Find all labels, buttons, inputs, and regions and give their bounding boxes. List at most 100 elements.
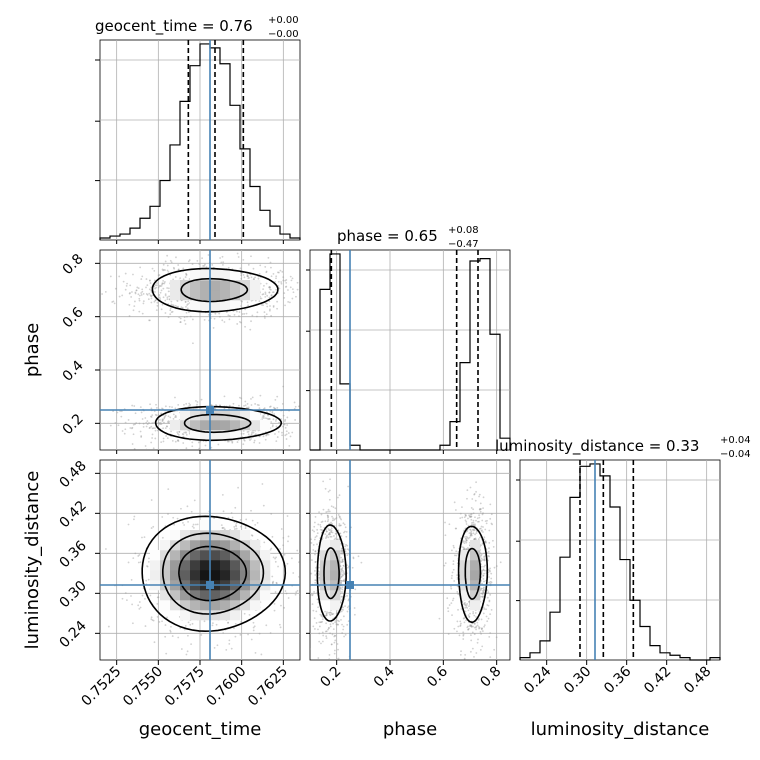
scatter-point [173,523,176,526]
scatter-point [137,561,140,564]
scatter-point [464,513,467,516]
scatter-point [92,292,94,294]
scatter-point [472,519,475,522]
scatter-point [166,425,168,428]
scatter-point [291,277,294,280]
scatter-point [473,493,476,496]
scatter-point [268,418,271,420]
scatter-point [276,395,279,398]
scatter-point [475,532,478,534]
scatter-point [159,423,161,426]
scatter-point [481,592,483,595]
scatter-point [302,292,304,294]
title-luminosity-distance-sub: −0.04 [720,449,751,460]
scatter-point [474,499,477,502]
scatter-point [453,627,456,630]
scatter-point [230,647,233,650]
scatter-point [167,287,170,290]
scatter-point [452,563,455,565]
scatter-point [234,622,237,625]
scatter-point [145,425,148,428]
scatter-point [328,654,331,656]
density-cell [220,590,231,601]
scatter-point [262,504,265,507]
scatter-point [340,535,343,537]
scatter-point [340,599,343,602]
scatter-point [481,513,484,516]
scatter-point [482,589,485,592]
density-cell [180,570,191,581]
density-cell [230,280,241,291]
scatter-point [328,626,330,629]
scatter-point [288,301,291,304]
scatter-point [310,648,311,650]
y-tick-label-luminosity_distance: 0.48 [56,458,89,491]
scatter-point [192,342,194,345]
density-cell [200,540,211,551]
scatter-point [236,310,238,313]
scatter-point [319,621,322,624]
scatter-point [483,558,486,561]
scatter-point [264,293,267,295]
scatter-point [285,279,288,281]
scatter-point [156,615,159,618]
scatter-point [161,268,164,271]
scatter-point [307,561,309,563]
scatter-point [337,496,339,499]
scatter-point [276,407,279,409]
scatter-point [306,543,308,545]
scatter-point [470,625,473,627]
x-tick-label-luminosity_distance: 0.36 [601,663,634,696]
scatter-point [302,290,304,292]
scatter-point [223,395,226,398]
scatter-point [139,606,142,609]
scatter-point [140,411,143,414]
scatter-point [187,311,190,314]
scatter-point [495,565,498,567]
scatter-point [244,400,247,403]
scatter-point [330,531,333,534]
contour-line [457,525,489,623]
scatter-point [463,548,466,550]
scatter-point [266,294,269,297]
scatter-point [338,516,341,518]
scatter-point [470,625,473,628]
scatter-point [316,528,319,531]
scatter-point [282,279,285,282]
scatter-point [174,440,177,443]
scatter-point [196,401,199,403]
scatter-point [473,633,476,636]
scatter-point [148,557,150,560]
scatter-point [438,617,441,620]
scatter-point [228,318,231,321]
x-tick-label-luminosity_distance: 0.48 [681,664,714,697]
density-cell [180,600,191,611]
x-tick-label-phase: 0.2 [317,664,344,691]
scatter-point [240,621,242,623]
scatter-point [469,486,472,489]
scatter-point [164,635,167,638]
scatter-point [465,548,468,551]
scatter-point [141,594,144,597]
scatter-point [347,566,349,569]
scatter-point [479,595,482,598]
scatter-point [481,595,484,598]
scatter-point [443,564,446,567]
scatter-point [277,565,279,568]
scatter-point [258,407,261,410]
scatter-point [150,295,152,298]
scatter-point [240,274,242,277]
scatter-point [154,429,157,432]
scatter-point [460,622,462,625]
scatter-point [261,293,264,296]
scatter-point [342,628,345,631]
scatter-point [164,415,166,418]
scatter-point [481,592,484,595]
scatter-point [130,296,133,298]
density-cell [190,600,201,611]
scatter-point [287,289,289,291]
scatter-point [179,321,182,323]
scatter-point [179,317,182,320]
scatter-point [321,640,324,643]
scatter-point [464,519,467,522]
